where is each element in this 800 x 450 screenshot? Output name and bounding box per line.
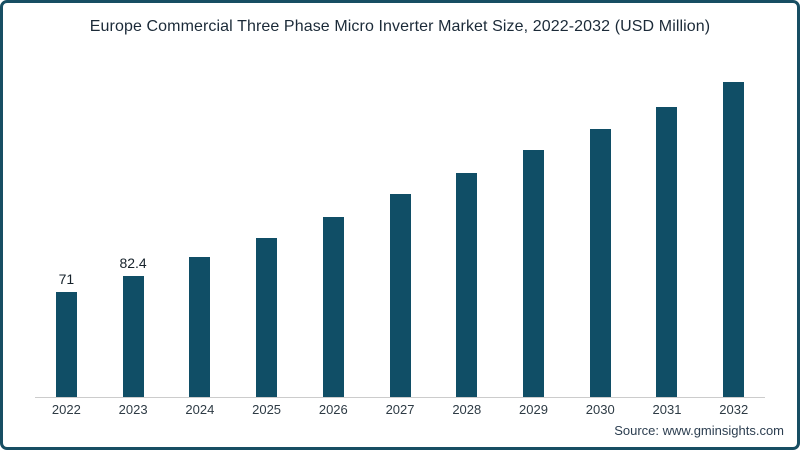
bar-slot-2024 <box>166 73 233 397</box>
bar-2026 <box>322 217 344 397</box>
bar-2024 <box>189 257 211 397</box>
x-tick-2030: 2030 <box>585 402 615 417</box>
bar-2027 <box>389 194 411 397</box>
bar-2030 <box>589 129 611 397</box>
bar-slot-2031 <box>634 73 701 397</box>
x-tick-2023: 2023 <box>118 402 148 417</box>
bar-2022 <box>55 292 77 397</box>
bar-slot-2029 <box>500 73 567 397</box>
bar-2028 <box>456 173 478 397</box>
x-axis-line <box>35 397 765 398</box>
x-tick-2032: 2032 <box>719 402 749 417</box>
bar-slot-2026 <box>300 73 367 397</box>
bar-slot-2025 <box>233 73 300 397</box>
x-tick-2027: 2027 <box>385 402 415 417</box>
bar-2031 <box>656 107 678 397</box>
x-tick-2025: 2025 <box>252 402 282 417</box>
bar-slot-2028 <box>433 73 500 397</box>
chart-title: Europe Commercial Three Phase Micro Inve… <box>89 18 711 35</box>
bar-2023 <box>122 276 144 397</box>
bar-2029 <box>523 150 544 397</box>
data-label-2023: 82.4 <box>119 255 147 271</box>
plot-area: 71 82.4 <box>33 73 767 397</box>
x-tick-2028: 2028 <box>452 402 482 417</box>
bar-slot-2032 <box>700 73 767 397</box>
x-tick-2022: 2022 <box>51 402 81 417</box>
x-tick-2024: 2024 <box>185 402 215 417</box>
bar-slot-2027 <box>367 73 434 397</box>
source-attribution: Source: www.gminsights.com <box>614 423 784 438</box>
x-tick-2031: 2031 <box>652 402 682 417</box>
x-tick-2029: 2029 <box>519 402 548 417</box>
bar-slot-2030 <box>567 73 634 397</box>
data-label-2022: 71 <box>58 271 75 287</box>
bar-slot-2023: 82.4 <box>100 73 167 397</box>
bar-slot-2022: 71 <box>33 73 100 397</box>
x-tick-2026: 2026 <box>318 402 348 417</box>
bar-2032 <box>723 82 745 397</box>
bar-2025 <box>256 238 278 397</box>
x-axis-labels: 2022 2023 2024 2025 2026 2027 2028 2029 2030 2031… <box>33 402 767 417</box>
